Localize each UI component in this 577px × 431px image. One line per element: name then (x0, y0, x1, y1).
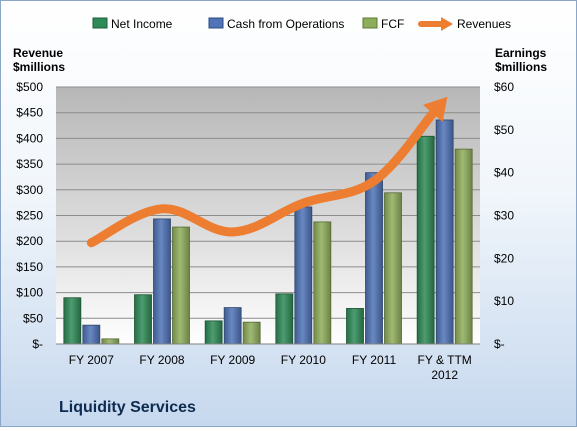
right-axis: $- $10 $20 $30 $40 $50 $60 (494, 80, 514, 351)
left-tick-label: $500 (16, 80, 43, 94)
left-tick-label: $50 (23, 311, 43, 325)
bar-fcf (454, 148, 473, 345)
bar-cash-from-operations (82, 324, 101, 345)
bar-net-income (204, 320, 223, 345)
revenues-line (86, 96, 448, 248)
x-tick-label: FY 2009 (210, 353, 255, 367)
bar-fcf (242, 321, 261, 345)
legend-label-cash-from-operations: Cash from Operations (227, 17, 344, 31)
right-tick-label: $40 (494, 166, 514, 180)
bar-fcf (384, 192, 402, 345)
left-tick-label: $100 (16, 286, 43, 300)
left-tick-label: $- (32, 337, 43, 351)
revenues-line-path (86, 108, 438, 248)
bar-net-income (134, 294, 152, 345)
x-tick-label: 2012 (431, 368, 458, 382)
bar-fcf (101, 338, 120, 345)
left-tick-label: $300 (16, 183, 43, 197)
x-tick-label: FY & TTM (418, 353, 472, 367)
legend-arrow-revenues (441, 17, 453, 31)
left-axis-title-line2: $millions (13, 60, 65, 74)
x-tick-label: FY 2010 (281, 353, 326, 367)
right-tick-label: $60 (494, 80, 514, 94)
left-tick-label: $450 (16, 106, 43, 120)
legend-label-revenues: Revenues (457, 17, 511, 31)
bar-cash-from-operations (365, 172, 383, 345)
bar-net-income (275, 293, 294, 345)
left-tick-label: $150 (16, 260, 43, 274)
bar-cash-from-operations (153, 218, 171, 345)
x-tick-label: FY 2011 (352, 353, 397, 367)
right-tick-label: $20 (494, 251, 514, 265)
bar-fcf (172, 226, 190, 345)
revenues-arrow-head (423, 96, 448, 122)
legend-label-fcf: FCF (381, 17, 404, 31)
legend-swatch-fcf (362, 17, 378, 29)
legend: Net Income Cash from Operations FCF Reve… (92, 17, 511, 31)
x-axis: FY 2007 FY 2008 FY 2009 FY 2010 FY 2011 FY & … (69, 353, 472, 382)
right-tick-label: $50 (494, 123, 514, 137)
x-tick-label: FY 2007 (69, 353, 114, 367)
left-axis-title-line1: Revenue (13, 46, 63, 60)
company-name: Liquidity Services (59, 399, 196, 416)
legend-label-net-income: Net Income (111, 17, 173, 31)
right-tick-label: $10 (494, 294, 514, 308)
bar-net-income (416, 135, 435, 345)
legend-swatch-cash-from-operations (208, 17, 224, 29)
left-tick-label: $400 (16, 131, 43, 145)
left-tick-label: $200 (16, 234, 43, 248)
x-tick-label: FY 2008 (139, 353, 184, 367)
legend-swatch-net-income (92, 17, 108, 29)
left-tick-label: $250 (16, 209, 43, 223)
bar-fcf (313, 221, 332, 345)
left-axis: $- $50 $100 $150 $200 $250 $300 $350 $400 $450 $50… (16, 80, 43, 351)
gridlines (56, 86, 480, 319)
bar-cash-from-operations (435, 119, 454, 345)
bar-net-income (346, 308, 364, 345)
bar-net-income (63, 297, 82, 345)
bar-cash-from-operations (223, 307, 242, 345)
right-tick-label: $- (494, 337, 505, 351)
right-tick-label: $30 (494, 209, 514, 223)
right-axis-title-line1: Earnings (495, 46, 547, 60)
right-axis-title-line2: $millions (495, 60, 547, 74)
left-tick-label: $350 (16, 157, 43, 171)
bar-cash-from-operations (294, 206, 313, 345)
